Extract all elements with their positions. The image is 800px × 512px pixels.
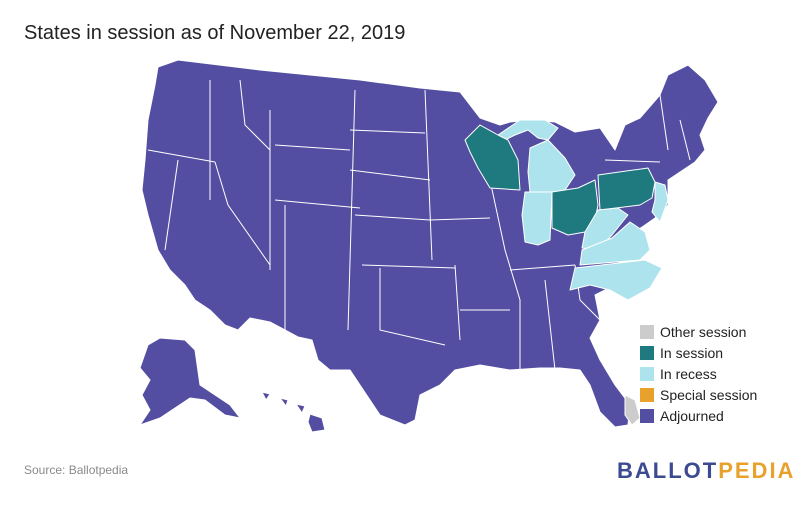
north-carolina [569, 259, 663, 301]
alaska [139, 337, 241, 426]
florida-keys-other [624, 394, 641, 426]
wisconsin [464, 124, 521, 191]
legend-swatch [640, 345, 654, 360]
legend-label: In session [660, 344, 724, 361]
map-title: States in session as of November 22, 201… [24, 22, 406, 44]
legend-item-other-session: Other session [640, 321, 757, 342]
indiana [521, 191, 553, 246]
legend-swatch [640, 324, 654, 339]
legend-label: Adjourned [660, 407, 724, 424]
legend-label: In recess [660, 365, 717, 382]
source-note: Source: Ballotpedia [24, 463, 129, 477]
legend-label: Special session [660, 386, 758, 403]
hawaii [261, 391, 326, 433]
virginia [579, 221, 651, 266]
west-virginia [581, 207, 629, 251]
legend-item-in-session: In session [640, 342, 757, 363]
state-borders [147, 79, 691, 371]
legend-item-special-session: Special session [640, 384, 757, 405]
mainland-adjourned [141, 59, 719, 428]
legend-label: Other session [660, 323, 747, 340]
legend-item-adjourned: Adjourned [640, 405, 757, 426]
legend-swatch [640, 408, 654, 423]
brand-part2: PEDIA [718, 458, 796, 483]
brand-part1: BALLOT [617, 458, 719, 483]
legend: Other session In session In recess Speci… [640, 321, 757, 426]
ballotpedia-logo: BALLOTPEDIA [617, 458, 795, 484]
legend-swatch [640, 366, 654, 381]
new-jersey [651, 181, 669, 223]
legend-item-in-recess: In recess [640, 363, 757, 384]
legend-swatch [640, 387, 654, 402]
